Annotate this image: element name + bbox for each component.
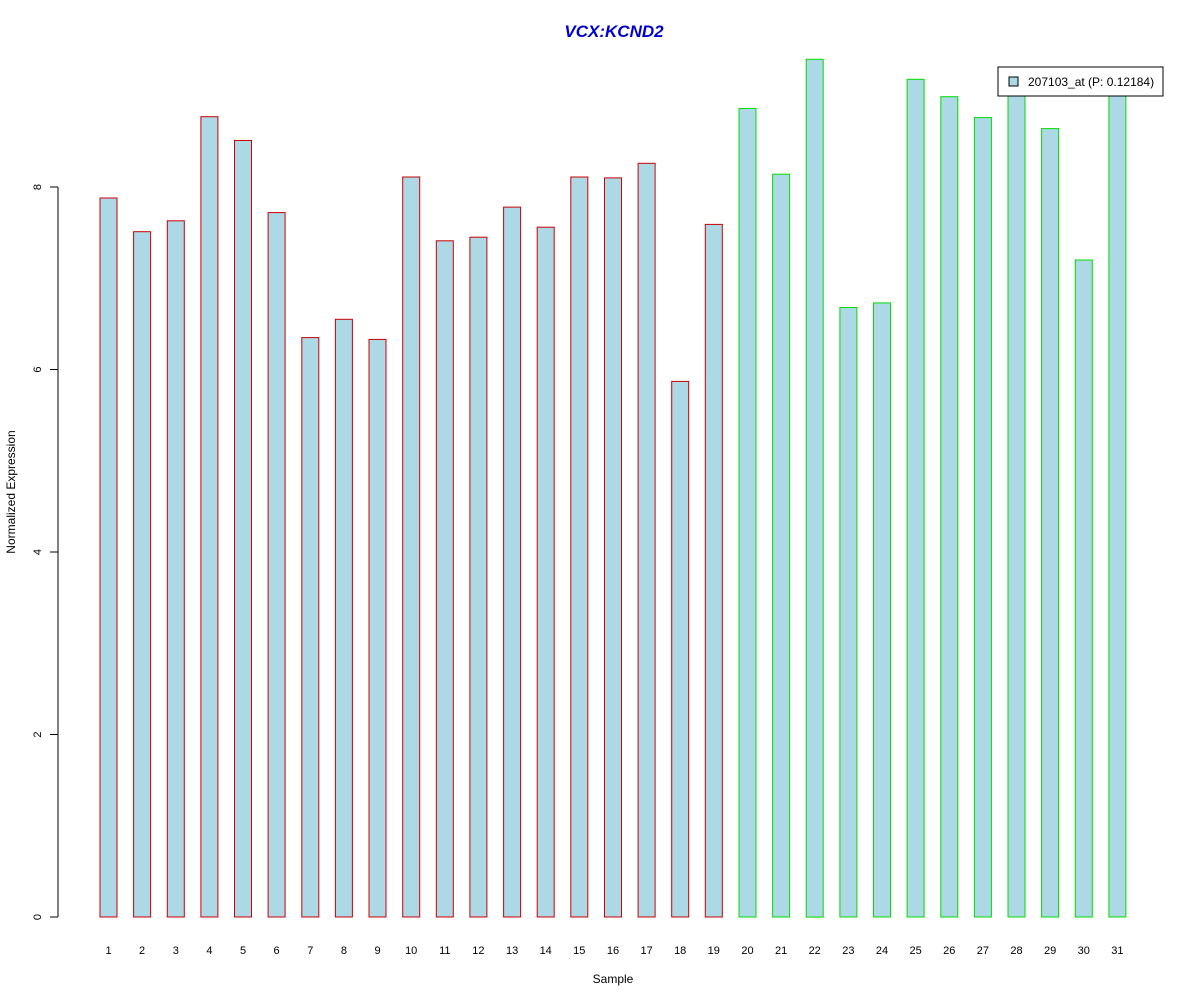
x-tick-label: 3 [173,945,179,957]
bar-sample-15 [570,176,589,918]
x-tick-label: 27 [977,945,989,957]
bar-sample-1 [99,197,118,918]
bar-sample-31 [1108,88,1127,918]
x-tick-label: 26 [943,945,955,957]
bar-sample-11 [435,240,454,918]
x-tick-label: 10 [405,945,417,957]
bar-sample-21 [772,173,791,918]
x-tick-label: 19 [708,945,720,957]
y-tick-label: 0 [32,914,44,920]
bar-sample-14 [536,226,555,918]
x-tick-label: 9 [374,945,380,957]
bar-sample-19 [704,223,723,918]
bar-sample-24 [873,302,891,918]
bar-sample-25 [906,78,925,918]
bar-sample-12 [469,236,488,918]
legend: 207103_at (P: 0.12184) [997,66,1164,97]
bar-sample-10 [402,176,421,918]
chart-title: VCX:KCND2 [564,22,664,41]
x-tick-label: 4 [206,945,212,957]
x-tick-label: 18 [674,945,686,957]
bar-sample-6 [267,212,286,918]
x-tick-label: 30 [1078,945,1090,957]
x-tick-label: 29 [1044,945,1056,957]
x-axis-label: Sample [593,972,634,986]
bar-sample-17 [637,162,656,918]
y-axis-label: Normalized Expression [4,430,18,553]
bar-sample-9 [368,338,387,918]
x-tick-label: 1 [105,945,111,957]
x-tick-label: 21 [775,945,787,957]
x-tick-label: 6 [274,945,280,957]
bar-sample-5 [234,140,252,918]
y-tick-label: 6 [32,366,44,372]
x-tick-label: 15 [573,945,585,957]
bar-sample-2 [133,231,152,918]
bar-sample-22 [805,58,824,918]
x-tick-label: 2 [139,945,145,957]
bar-sample-13 [503,206,522,918]
x-axis-tick-labels: 1 2 3 4 5 6 7 8 9 10 11 12 13 14 15 16 17 18 19 20 21 22 23 24 2… [105,945,1123,957]
bar-sample-23 [839,307,858,918]
bar-sample-30 [1074,259,1093,918]
bar-sample-28 [1007,88,1026,918]
x-tick-label: 11 [439,945,450,957]
legend-box [997,66,1164,97]
x-tick-label: 28 [1010,945,1022,957]
x-tick-label: 23 [842,945,854,957]
bar-sample-8 [334,318,353,918]
x-tick-label: 25 [909,945,921,957]
bar-sample-20 [738,108,757,918]
x-tick-label: 14 [540,945,552,957]
bar-sample-27 [973,117,992,918]
x-tick-label: 8 [341,945,347,957]
x-tick-label: 13 [506,945,518,957]
x-tick-label: 16 [607,945,619,957]
legend-swatch [1008,76,1019,87]
y-axis-ticks: 0 2 4 6 8 [32,184,58,920]
bars [99,58,1127,918]
bar-sample-18 [671,380,690,918]
bar-sample-7 [301,337,320,918]
x-tick-label: 20 [741,945,753,957]
x-tick-label: 22 [809,945,821,957]
x-tick-label: 31 [1111,945,1123,957]
bar-sample-26 [940,96,959,918]
legend-label: 207103_at (P: 0.12184) [1028,75,1154,89]
x-tick-label: 7 [307,945,313,957]
bar-sample-4 [200,116,219,918]
bar-sample-29 [1041,128,1060,918]
y-tick-label: 2 [32,731,44,737]
x-tick-label: 24 [876,945,888,957]
x-tick-label: 17 [640,945,652,957]
y-tick-label: 8 [32,184,44,190]
x-tick-label: 12 [472,945,484,957]
x-tick-label: 5 [240,945,246,957]
bar-sample-16 [604,177,622,918]
y-tick-label: 4 [32,549,44,555]
bar-sample-3 [166,220,185,918]
